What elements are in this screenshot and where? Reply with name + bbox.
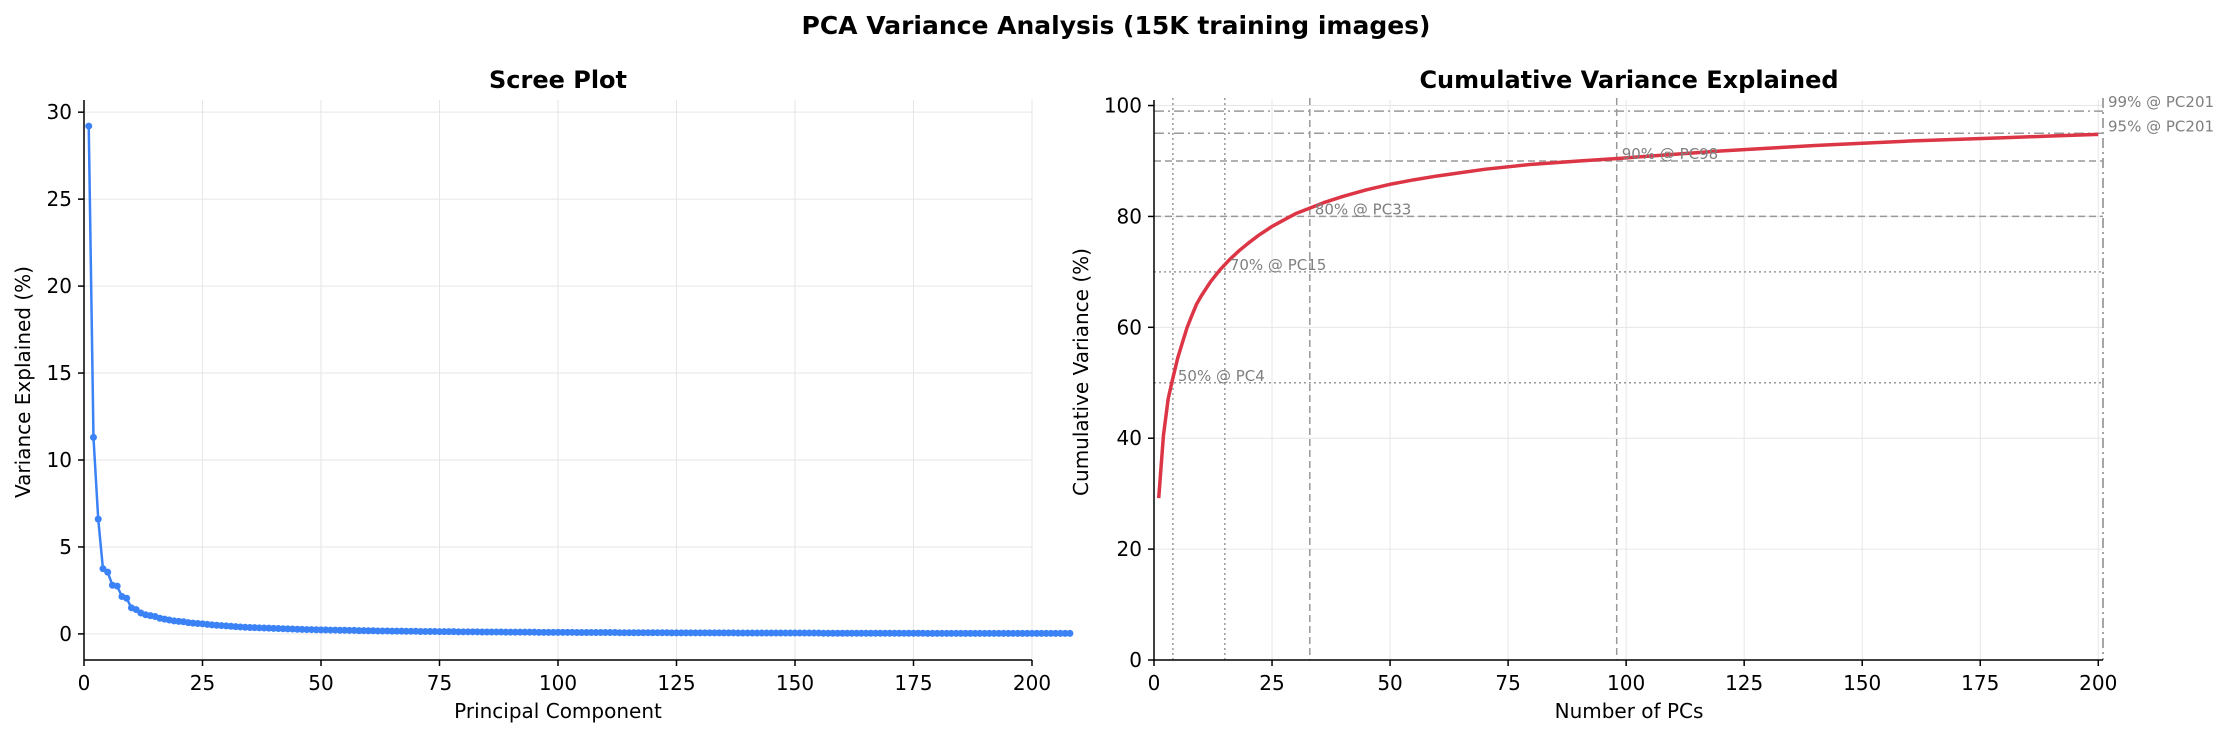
scree-x-tick-label: 100 [539,671,577,695]
cumulative-x-tick-label: 0 [1148,671,1161,695]
cumulative-series [1156,132,2099,499]
scree-x-tick-label: 75 [427,671,452,695]
scree-axes [78,100,1033,666]
cumulative-y-tick-label: 100 [1104,94,1142,118]
cumulative-line [1156,132,2099,499]
cumulative-y-tick-label: 80 [1117,204,1142,228]
cumulative-x-tick-label: 50 [1377,671,1402,695]
scree-x-tick-label: 175 [894,671,932,695]
cumulative-y-tick-label: 20 [1117,537,1142,561]
cumulative-x-tick-label: 175 [1961,671,1999,695]
threshold-label-95: 95% @ PC201 [2108,117,2214,135]
scree-point [94,515,102,523]
cumulative-y-tick-label: 40 [1117,426,1142,450]
threshold-annotations: 50% @ PC4 70% @ PC15 80% @ PC33 90% @ PC98 9… [1178,93,2214,385]
scree-plot-title: Scree Plot [489,66,627,94]
threshold-label-70: 70% @ PC15 [1230,256,1326,274]
scree-y-tick-label: 25 [47,187,72,211]
scree-x-axis-label: Principal Component [454,699,662,723]
scree-x-tick-label: 25 [190,671,215,695]
scree-point [1066,629,1074,637]
scree-x-tick-label: 0 [78,671,91,695]
scree-y-tick-label: 0 [59,622,72,646]
scree-y-tick-label: 20 [47,274,72,298]
cumulative-x-tick-label: 25 [1259,671,1284,695]
figure-suptitle: PCA Variance Analysis (15K training imag… [802,11,1431,40]
threshold-label-50: 50% @ PC4 [1178,367,1265,385]
scree-x-tick-label: 125 [657,671,695,695]
cumulative-y-tick-label: 60 [1117,315,1142,339]
cumulative-x-axis-label: Number of PCs [1555,699,1704,723]
scree-point [104,568,112,576]
scree-x-tick-label: 50 [308,671,333,695]
cumulative-plot-title: Cumulative Variance Explained [1419,66,1838,94]
cumulative-x-tick-label: 100 [1607,671,1645,695]
cumulative-y-axis-label: Cumulative Variance (%) [1069,248,1093,496]
scree-point [113,582,121,590]
cumulative-x-tick-label: 75 [1495,671,1520,695]
cumulative-x-tick-label: 200 [2079,671,2117,695]
cumulative-grid [1153,100,2103,661]
scree-series [85,122,1074,637]
threshold-label-80: 80% @ PC33 [1315,200,1411,218]
threshold-label-90: 90% @ PC98 [1622,145,1718,163]
scree-y-axis-label: Variance Explained (%) [11,266,35,498]
scree-y-tick-label: 15 [47,361,72,385]
cumulative-x-tick-label: 150 [1843,671,1881,695]
scree-x-tick-label: 200 [1013,671,1051,695]
cumulative-axes [1148,100,2103,666]
scree-point [85,122,93,130]
cumulative-y-tick-label: 0 [1129,648,1142,672]
threshold-reference-lines [1154,98,2104,660]
scree-point [123,594,131,602]
scree-plot-panel: 0 25 50 75 100 125 150 175 200 0 5 10 15 20 25 30 Scree… [11,66,1074,723]
scree-y-tick-label: 5 [59,535,72,559]
scree-line [87,126,1070,635]
threshold-label-99: 99% @ PC201 [2108,93,2214,111]
cumulative-variance-panel: 0 25 50 75 100 125 150 175 200 0 20 40 60 80 100 50% @… [1069,66,2214,723]
scree-x-tick-label: 150 [776,671,814,695]
scree-y-tick-label: 10 [47,448,72,472]
scree-grid [83,100,1033,660]
cumulative-x-tick-label: 125 [1725,671,1763,695]
scree-point [89,433,97,441]
scree-tick-labels: 0 25 50 75 100 125 150 175 200 0 5 10 15 20 25 30 [47,100,1052,695]
cumulative-tick-labels: 0 25 50 75 100 125 150 175 200 0 20 40 60 80 100 [1104,94,2118,695]
scree-y-tick-label: 30 [47,100,72,124]
